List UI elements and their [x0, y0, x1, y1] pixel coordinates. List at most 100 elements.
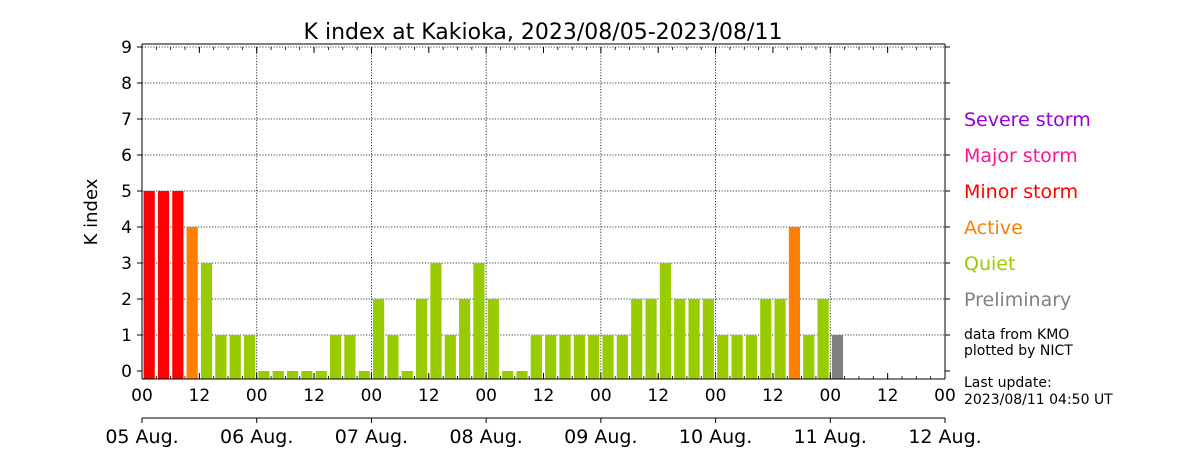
k-index-bar	[559, 335, 571, 379]
date-tick-label: 08 Aug.	[449, 426, 522, 448]
y-tick-label: 7	[121, 110, 132, 130]
k-index-bar	[588, 335, 600, 379]
k-index-bar	[688, 299, 700, 379]
k-index-bar	[745, 335, 758, 379]
k-index-bar	[502, 371, 514, 379]
source-line-2: plotted by NICT	[964, 343, 1073, 359]
k-index-bar	[545, 335, 557, 379]
x-hour-tick-label: 12	[189, 386, 211, 406]
legend-entry: Minor storm	[964, 181, 1078, 203]
k-index-bar	[200, 263, 213, 379]
k-index-bar	[788, 227, 801, 379]
legend-entry: Severe storm	[964, 109, 1091, 131]
k-index-bar	[774, 299, 786, 379]
k-index-bar	[631, 299, 643, 379]
k-index-bar	[803, 335, 815, 379]
k-index-bar	[186, 227, 198, 379]
k-index-bar	[516, 371, 528, 379]
k-index-bar	[243, 335, 256, 379]
k-index-bar	[573, 335, 585, 379]
k-index-bar	[172, 191, 184, 379]
source-line-1: data from KMO	[964, 327, 1069, 343]
y-tick-label: 6	[121, 146, 132, 166]
k-index-bar	[315, 371, 327, 379]
y-tick-label: 5	[121, 182, 132, 202]
k-index-bar	[702, 299, 714, 379]
legend-entry: Quiet	[964, 253, 1015, 275]
date-tick-label: 06 Aug.	[220, 426, 293, 448]
x-hour-tick-label: 00	[590, 386, 612, 406]
y-tick-label: 1	[121, 326, 132, 346]
date-tick-label: 10 Aug.	[679, 426, 752, 448]
date-tick-label: 11 Aug.	[794, 426, 867, 448]
k-index-bar	[674, 299, 686, 379]
data-source-note: data from KMO plotted by NICT	[964, 327, 1073, 359]
k-index-bar	[143, 191, 155, 379]
k-index-bar	[717, 335, 729, 379]
update-line-2: 2023/08/11 04:50 UT	[964, 392, 1113, 408]
x-hour-tick-label: 00	[934, 386, 956, 406]
x-hour-tick-label: 12	[418, 386, 440, 406]
k-index-bar	[229, 335, 241, 379]
x-hour-tick-label: 12	[303, 386, 325, 406]
date-tick-label: 07 Aug.	[335, 426, 408, 448]
legend: Severe storm Major storm Minor storm Active…	[964, 109, 1091, 311]
k-index-bar	[602, 335, 614, 379]
k-index-bar	[473, 263, 485, 379]
y-tick-label: 4	[121, 218, 132, 238]
date-tick-label: 05 Aug.	[105, 426, 178, 448]
k-index-bar	[329, 335, 342, 379]
x-hour-tick-label: 12	[533, 386, 555, 406]
y-tick-label: 0	[121, 362, 132, 382]
k-index-bar	[459, 299, 471, 379]
legend-entry: Active	[964, 217, 1023, 239]
legend-entry: Major storm	[964, 145, 1078, 167]
k-index-bar	[817, 299, 829, 379]
date-tick-label: 12 Aug.	[908, 426, 981, 448]
k-index-bar	[659, 263, 671, 379]
update-line-1: Last update:	[964, 375, 1052, 391]
x-hour-tick-label: 00	[705, 386, 727, 406]
chart-title: K index at Kakioka, 2023/08/05-2023/08/1…	[304, 20, 783, 45]
y-tick-labels: 0 1 2 3 4 5 6 7 8 9	[121, 38, 132, 382]
x-hour-tick-label: 00	[131, 386, 153, 406]
x-date-axis: 05 Aug. 06 Aug. 07 Aug. 08 Aug. 09 Aug. 10 Au…	[105, 417, 982, 448]
k-index-bar	[530, 335, 542, 379]
bars	[143, 191, 844, 379]
k-index-bar	[286, 371, 299, 379]
k-index-bar	[831, 335, 844, 379]
k-index-bar	[731, 335, 743, 379]
y-tick-label: 9	[121, 38, 132, 58]
k-index-bar	[272, 371, 284, 379]
k-index-bar	[373, 299, 385, 379]
k-index-bar	[157, 191, 170, 379]
x-hour-tick-label: 12	[762, 386, 784, 406]
k-index-bar	[645, 299, 657, 379]
axes	[137, 43, 950, 380]
k-index-bar	[760, 299, 772, 379]
x-hour-tick-label: 00	[475, 386, 497, 406]
date-tick-label: 09 Aug.	[564, 426, 637, 448]
k-index-bar	[430, 263, 442, 379]
last-update-note: Last update: 2023/08/11 04:50 UT	[964, 375, 1113, 408]
k-index-bar	[387, 335, 399, 379]
k-index-bar	[416, 299, 428, 379]
y-tick-label: 2	[121, 290, 132, 310]
grid-lines	[142, 46, 945, 379]
k-index-bar	[616, 335, 628, 379]
y-tick-label: 3	[121, 254, 132, 274]
k-index-bar	[301, 371, 313, 379]
x-hour-tick-label: 00	[246, 386, 268, 406]
x-hour-tick-labels: 00 12 00 12 00 12 00 12 00 12 00 12 00 12 00	[131, 386, 956, 406]
x-hour-tick-label: 12	[647, 386, 669, 406]
k-index-bar	[444, 335, 456, 379]
y-axis-label: K index	[81, 178, 102, 245]
k-index-bar	[487, 299, 499, 379]
k-index-bar	[215, 335, 227, 379]
k-index-bar	[401, 371, 413, 379]
x-hour-tick-label: 00	[361, 386, 383, 406]
k-index-bar	[358, 371, 370, 379]
legend-entry: Preliminary	[964, 289, 1071, 311]
k-index-bar	[344, 335, 356, 379]
